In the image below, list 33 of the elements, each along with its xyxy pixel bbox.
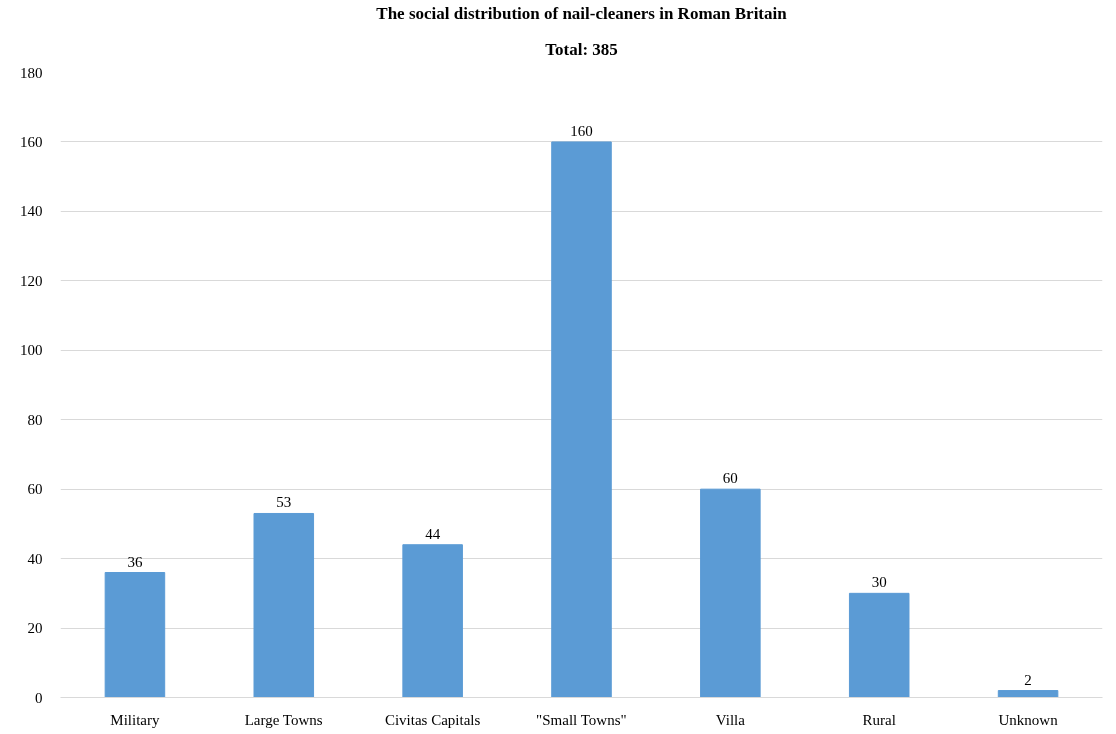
bar xyxy=(700,488,761,698)
bar xyxy=(402,544,463,698)
data-label: 60 xyxy=(722,470,738,487)
x-tick-label: Unknown xyxy=(998,711,1059,728)
y-tick-label: 100 xyxy=(20,342,43,359)
bar xyxy=(997,690,1059,698)
y-tick-label: 160 xyxy=(20,133,43,150)
chart-title: The social distribution of nail-cleaners in Roman Britain xyxy=(376,3,788,23)
data-label: 30 xyxy=(871,574,887,591)
y-tick-label: 140 xyxy=(20,203,43,220)
x-tick-label: "Small Towns" xyxy=(536,711,627,728)
bar xyxy=(551,141,612,698)
x-tick-label: Civitas Capitals xyxy=(384,711,481,728)
y-tick-label: 180 xyxy=(20,64,43,81)
data-label: 2 xyxy=(1024,671,1032,688)
data-label: 36 xyxy=(127,553,143,570)
x-tick-label: Large Towns xyxy=(244,711,323,728)
x-tick-label: Rural xyxy=(862,711,896,728)
x-tick-label: Villa xyxy=(715,711,746,728)
data-label: 53 xyxy=(276,494,292,511)
bar xyxy=(253,512,315,698)
y-tick-label: 20 xyxy=(27,620,43,637)
data-label: 44 xyxy=(425,525,441,542)
y-tick-label: 60 xyxy=(27,481,43,498)
y-tick-label: 120 xyxy=(20,272,43,289)
data-label: 160 xyxy=(570,122,593,139)
bar xyxy=(848,592,910,698)
y-tick-label: 40 xyxy=(27,550,43,567)
y-tick-label: 80 xyxy=(27,411,43,428)
chart-subtitle: Total: 385 xyxy=(545,39,618,59)
x-tick-label: Military xyxy=(110,711,161,728)
bar xyxy=(104,572,166,698)
y-tick-label: 0 xyxy=(35,689,43,706)
